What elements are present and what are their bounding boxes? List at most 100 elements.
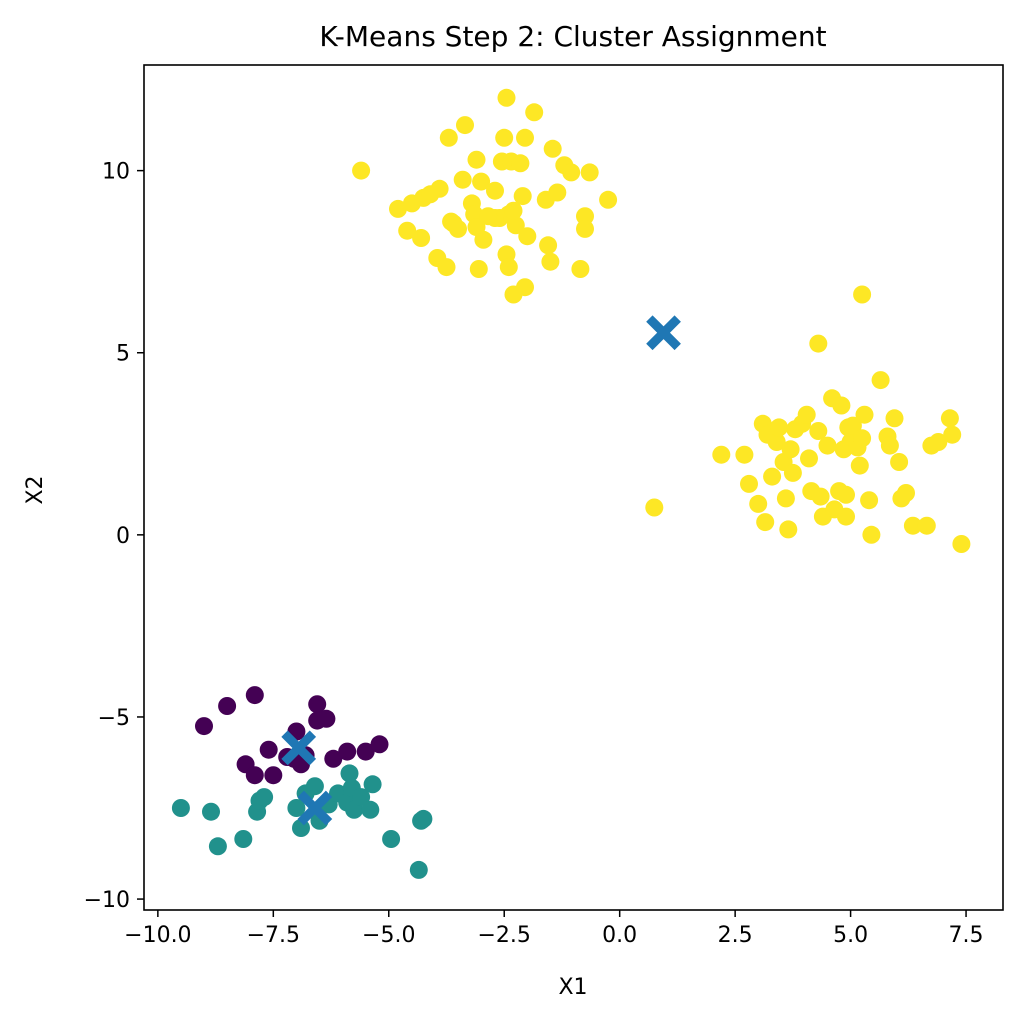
y-tick-label: −10 [84, 888, 130, 913]
cluster-2-point [518, 227, 537, 246]
cluster-2-point [467, 218, 486, 237]
plot-frame [143, 64, 1004, 911]
cluster-2-point [783, 463, 802, 482]
cluster-2-point [809, 422, 828, 440]
cluster-2-point [513, 187, 532, 206]
x-tick-label: 0.0 [602, 923, 637, 948]
cluster-1-point [287, 799, 306, 817]
cluster-0-point [338, 742, 357, 761]
cluster-2-point [952, 535, 971, 553]
cluster-2-point [903, 516, 922, 535]
cluster-1-point [255, 788, 274, 807]
cluster-2-point [539, 236, 558, 255]
cluster-2-point [486, 181, 504, 200]
cluster-0-point [356, 742, 375, 761]
cluster-2-point [437, 258, 456, 277]
cluster-2-point [885, 409, 904, 428]
cluster-2-point [800, 449, 818, 468]
cluster-2-point [850, 456, 869, 475]
cluster-1-point [171, 799, 190, 817]
cluster-0-point [245, 766, 264, 785]
cluster-2-point [767, 433, 786, 451]
cluster-1-point [340, 764, 359, 783]
y-tick-label: 0 [116, 524, 130, 549]
cluster-0-point [317, 709, 336, 728]
cluster-0-point [370, 735, 389, 754]
y-axis-label: X2 [23, 475, 48, 504]
cluster-2-point [943, 425, 962, 444]
cluster-2-point [472, 172, 491, 191]
cluster-2-point [776, 489, 795, 508]
cluster-2-point [929, 433, 948, 451]
chart-title: K-Means Step 2: Cluster Assignment [319, 20, 826, 53]
cluster-2-point [862, 525, 881, 544]
cluster-1-point [409, 860, 428, 879]
cluster-2-point [525, 103, 544, 122]
cluster-2-point [469, 260, 488, 278]
x-tick-label: 5.0 [833, 923, 868, 948]
cluster-0-point [218, 697, 237, 715]
cluster-2-point [735, 445, 754, 464]
cluster-2-point [516, 278, 534, 297]
cluster-2-point [430, 179, 449, 198]
cluster-1-point [382, 830, 401, 848]
cluster-2-point [479, 207, 498, 226]
cluster-2-point [779, 520, 798, 539]
cluster-2-point [809, 334, 828, 353]
cluster-0-point [264, 766, 283, 785]
cluster-2-point [449, 219, 467, 238]
cluster-2-point [860, 491, 879, 510]
y-tick-label: −5 [98, 706, 130, 731]
cluster-2-point [837, 507, 855, 526]
cluster-2-point [504, 201, 523, 220]
cluster-0-point [308, 695, 327, 714]
cluster-2-point [571, 260, 590, 278]
cluster-2-point [562, 163, 581, 182]
cluster-2-point [467, 150, 486, 169]
plot-area [171, 88, 971, 879]
cluster-0-point [259, 740, 278, 759]
cluster-2-point [781, 440, 800, 459]
cluster-0-point [324, 749, 343, 768]
cluster-1-point [361, 800, 380, 819]
cluster-2-point [645, 498, 664, 517]
cluster-2-point [740, 474, 758, 493]
cluster-2-point [389, 199, 407, 218]
centroid-marker [281, 730, 317, 766]
cluster-2-point [439, 128, 458, 147]
y-axis: −10 −5 0 5 10 [84, 160, 144, 913]
cluster-2-point [940, 409, 959, 428]
y-tick-label: 10 [102, 160, 130, 185]
x-axis: −10.0 −7.5 −5.0 −2.5 0.0 2.5 5.0 7.5 [124, 910, 984, 948]
cluster-2-point [855, 405, 874, 424]
cluster-2-point [797, 405, 816, 424]
y-tick-label: 5 [116, 342, 130, 367]
cluster-2-point [811, 487, 830, 506]
cluster-2-point [890, 453, 909, 471]
cluster-2-point [511, 154, 530, 173]
cluster-2-point [543, 139, 562, 158]
cluster-2-point [541, 252, 560, 271]
x-tick-label: 7.5 [949, 923, 984, 948]
centroid-marker [646, 315, 681, 351]
x-tick-label: −5.0 [362, 923, 415, 948]
cluster-2-point [871, 371, 890, 390]
cluster-2-point [499, 258, 518, 277]
cluster-2-point [599, 190, 618, 209]
cluster-1-point [208, 837, 227, 856]
cluster-2-point [853, 429, 872, 448]
cluster-1-point [202, 802, 220, 821]
cluster-2-point [837, 485, 855, 504]
cluster-2-point [497, 88, 516, 107]
cluster-2-point [712, 445, 731, 464]
x-tick-label: −2.5 [478, 923, 531, 948]
cluster-2-point [516, 128, 534, 147]
cluster-2-point [770, 418, 788, 437]
cluster-2-point [453, 170, 472, 189]
cluster-2-point [917, 516, 936, 535]
x-tick-label: −7.5 [247, 923, 300, 948]
cluster-2-point [352, 161, 371, 180]
cluster-1-point [414, 809, 433, 828]
cluster-2-point [832, 396, 851, 415]
